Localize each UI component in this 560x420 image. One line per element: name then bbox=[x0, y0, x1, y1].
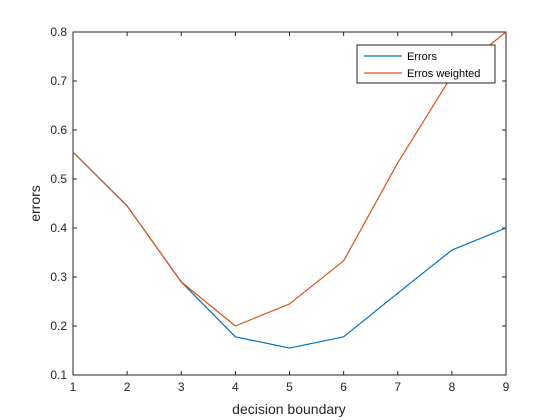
legend: Errors Erros weighted bbox=[356, 44, 496, 84]
x-axis-label: decision boundary bbox=[232, 401, 346, 417]
x-tick-label: 2 bbox=[124, 380, 131, 394]
y-axis-label: errors bbox=[27, 185, 43, 222]
legend-box bbox=[356, 44, 496, 84]
y-tick-label: 0.5 bbox=[50, 172, 67, 186]
series-line-erros-weighted bbox=[72, 31, 507, 327]
series-lines bbox=[72, 31, 507, 349]
x-tick-label: 7 bbox=[394, 380, 401, 394]
legend-label-errors: Errors bbox=[407, 51, 437, 63]
axis-ticks: 1 2 3 4 5 6 7 8 9 0.1 0.2 0.3 0.4 0.5 0.6 0.7 0.8 bbox=[50, 25, 509, 394]
y-tick-label: 0.1 bbox=[50, 368, 67, 382]
legend-label-erros-weighted: Erros weighted bbox=[407, 68, 480, 80]
x-tick-label: 8 bbox=[449, 380, 456, 394]
y-tick-label: 0.2 bbox=[50, 319, 67, 333]
plot-area bbox=[72, 31, 507, 376]
x-tick-label: 5 bbox=[286, 380, 293, 394]
y-tick-label: 0.7 bbox=[50, 74, 67, 88]
y-tick-label: 0.3 bbox=[50, 270, 67, 284]
y-tick-label: 0.6 bbox=[50, 123, 67, 137]
y-tick-label: 0.8 bbox=[50, 25, 67, 39]
x-tick-label: 4 bbox=[232, 380, 239, 394]
y-tick-label: 0.4 bbox=[50, 221, 67, 235]
x-tick-label: 3 bbox=[178, 380, 185, 394]
x-tick-label: 9 bbox=[503, 380, 510, 394]
x-tick-label: 1 bbox=[70, 380, 77, 394]
x-tick-label: 6 bbox=[340, 380, 347, 394]
